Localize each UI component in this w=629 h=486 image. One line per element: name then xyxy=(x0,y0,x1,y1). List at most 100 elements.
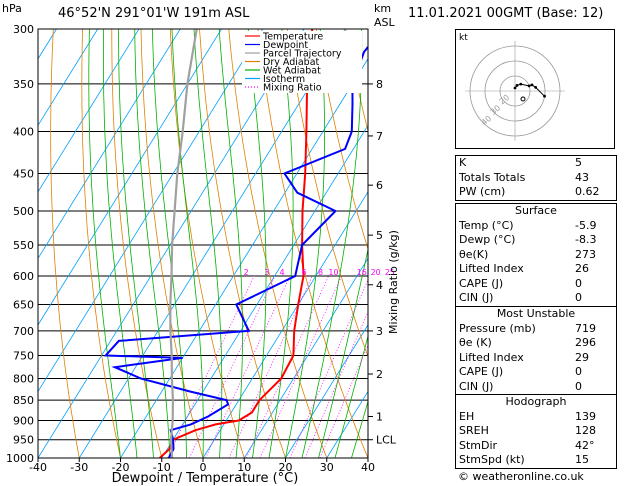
hodograph-point xyxy=(527,84,531,88)
pressure-tick-label: 700 xyxy=(13,325,34,338)
x-tick-label: 40 xyxy=(361,461,375,474)
surface-label: θe(K) xyxy=(459,247,489,261)
hodograph-point xyxy=(515,83,519,87)
pressure-tick-label: 1000 xyxy=(6,452,34,465)
mu-label: CAPE (J) xyxy=(459,365,504,378)
x-tick-label: 30 xyxy=(320,461,334,474)
x-tick-label: -20 xyxy=(112,461,130,474)
pressure-unit-label: hPa xyxy=(2,2,22,15)
mixing-ratio-label: 4 xyxy=(279,268,284,277)
mixing-ratio-label: 3 xyxy=(264,268,269,277)
wet-adiabat-line xyxy=(318,247,368,458)
dry-adiabat-line xyxy=(286,29,368,358)
km-tick-label: 8 xyxy=(376,78,383,91)
hodo-label: EH xyxy=(459,409,475,423)
hodo-label: StmSpd (kt) xyxy=(459,453,525,466)
x-tick-label: 10 xyxy=(237,461,251,474)
x-tick-label: -30 xyxy=(70,461,88,474)
mixing-ratio-label: 16 xyxy=(357,268,367,277)
surface-value: -8.3 xyxy=(575,233,597,246)
legend-entry: Parcel Trajectory xyxy=(263,49,342,60)
surface-value: 0 xyxy=(575,276,582,290)
hodo-value: 15 xyxy=(575,453,589,466)
parcel-trajectory xyxy=(169,29,198,458)
height-unit-asl: ASL xyxy=(374,16,395,29)
x-tick-label: 20 xyxy=(279,461,293,474)
hodograph-frame xyxy=(455,29,615,149)
isotherm-line xyxy=(38,29,181,260)
pressure-tick-label: 550 xyxy=(13,239,34,252)
mixing-ratio-label: 25 xyxy=(385,268,395,277)
dewpoint-profile xyxy=(103,45,368,458)
km-tick-label: LCL xyxy=(376,434,397,447)
mu-label: Lifted Index xyxy=(459,350,524,364)
dry-adiabat-line xyxy=(316,29,368,251)
surface-row: θe(K) 273 xyxy=(456,248,616,263)
isotherm-line xyxy=(243,257,368,458)
skewt-chart: 2 3 4 6 8 10 16 20 25300350400450500550600650700… xyxy=(6,23,400,486)
isotherm-line xyxy=(285,324,368,458)
mu-row: Pressure (mb) 719 xyxy=(456,322,616,337)
hodograph-unit-label: kt xyxy=(459,33,468,43)
surface-row: Temp (°C) -5.9 xyxy=(456,219,616,234)
mixing-ratio-label: 2 xyxy=(244,268,249,277)
wet-adiabat-line xyxy=(301,29,363,458)
surface-label: Lifted Index xyxy=(459,262,524,275)
index-row-pw: PW (cm) 0.62 xyxy=(456,185,616,200)
mixing-ratio-label: 10 xyxy=(328,268,338,277)
mixing-ratio-line xyxy=(259,275,342,458)
pressure-tick-label: 500 xyxy=(13,205,34,218)
surface-label: Temp (°C) xyxy=(459,218,514,232)
wet-adiabat-line xyxy=(218,29,243,458)
index-label: K xyxy=(459,156,467,169)
km-tick-label: 7 xyxy=(376,130,383,143)
mu-row: CAPE (J) 0 xyxy=(456,365,616,380)
hodo-row: EH 139 xyxy=(456,410,616,425)
hodograph-table: Hodograph EH 139 SREH 128 StmDir 42° StmSpd… xyxy=(455,394,617,469)
mu-value: 296 xyxy=(575,336,596,349)
dry-adiabat-line xyxy=(345,29,368,133)
temperature-profile xyxy=(159,29,314,458)
x-axis-label: Dewpoint / Temperature (°C) xyxy=(112,471,299,486)
mixing-ratio-line xyxy=(167,275,255,458)
mu-row: CIN (J) 0 xyxy=(456,380,616,395)
surface-title: Surface xyxy=(515,204,557,217)
hodo-value: 139 xyxy=(575,409,596,423)
pressure-tick-label: 350 xyxy=(13,78,34,91)
wet-adiabat-line xyxy=(88,29,121,458)
surface-row: Lifted Index 26 xyxy=(456,262,616,277)
surface-value: -5.9 xyxy=(575,218,597,232)
pressure-tick-label: 950 xyxy=(13,434,34,447)
mixing-ratio-label: 6 xyxy=(302,268,307,277)
legend-entry: Dewpoint xyxy=(263,40,308,51)
hodo-value: 42° xyxy=(575,438,595,452)
wet-adiabat-line xyxy=(103,29,138,458)
index-label: Totals Totals xyxy=(459,170,526,184)
hodo-label: StmDir xyxy=(459,438,498,452)
most-unstable-title: Most Unstable xyxy=(496,307,576,320)
mu-value: 0 xyxy=(575,365,582,378)
isotherm-line xyxy=(38,29,99,127)
dry-adiabat-line xyxy=(111,29,163,458)
most-unstable-table: Most Unstable Pressure (mb) 719 θe (K) 296… xyxy=(455,306,617,395)
isotherm-line xyxy=(120,58,368,458)
hodograph-point xyxy=(530,83,534,87)
height-unit-km: km xyxy=(374,2,392,15)
wet-adiabat-line xyxy=(118,29,154,458)
isotherm-line xyxy=(78,29,346,458)
mu-value: 0 xyxy=(575,379,582,393)
legend-entry: Mixing Ratio xyxy=(263,83,322,94)
storm-motion-marker xyxy=(520,96,526,102)
mixing-ratio-label: 20 xyxy=(371,268,381,277)
pressure-tick-label: 750 xyxy=(13,349,34,362)
surface-label: CAPE (J) xyxy=(459,276,504,290)
wet-adiabat-line xyxy=(285,29,325,458)
mu-row: θe (K) 296 xyxy=(456,336,616,351)
km-tick-label: 2 xyxy=(376,368,383,381)
surface-row: CIN (J) 0 xyxy=(456,291,616,306)
pressure-tick-label: 450 xyxy=(13,167,34,180)
isotherm-line xyxy=(326,390,368,458)
pressure-tick-label: 300 xyxy=(13,23,34,36)
